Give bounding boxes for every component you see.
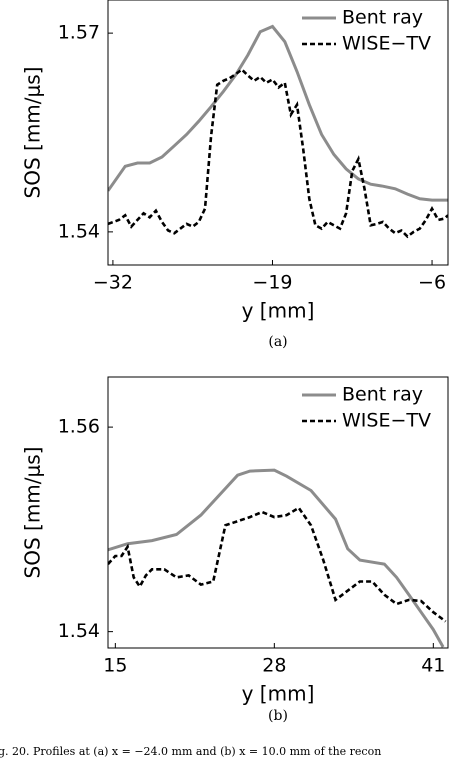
data-line <box>108 24 448 202</box>
x-tick-label: −19 <box>252 272 292 294</box>
x-tick-label: −32 <box>93 272 133 294</box>
x-tick-label: −6 <box>418 272 446 294</box>
y-tick-label: 1.54 <box>58 220 100 242</box>
x-tick-label: 28 <box>262 655 286 677</box>
y-axis-label: SOS [mm/μs] <box>21 67 45 199</box>
x-tick-label: 15 <box>103 655 127 677</box>
legend-label: Bent ray <box>342 384 423 406</box>
y-tick-label: 1.56 <box>58 416 100 438</box>
data-line <box>108 67 448 239</box>
caption: g. 20. Profiles at (a) x = −24.0 mm and … <box>0 745 381 758</box>
y-tick-label: 1.54 <box>58 620 100 642</box>
legend-label: WISE−TV <box>342 33 431 55</box>
data-line <box>108 506 447 623</box>
x-axis-label: y [mm] <box>242 299 315 323</box>
x-axis-label: y [mm] <box>242 682 315 706</box>
x-tick-label: 41 <box>421 655 445 677</box>
plot-frame <box>107 0 449 266</box>
y-axis-label: SOS [mm/μs] <box>21 447 45 579</box>
data-line <box>108 468 445 648</box>
y-tick-label: 1.57 <box>58 22 100 44</box>
panel-label: (a) <box>268 334 287 350</box>
panel-label: (b) <box>268 708 288 724</box>
plot-frame <box>107 376 449 649</box>
legend-label: Bent ray <box>342 7 423 29</box>
legend-label: WISE−TV <box>342 410 431 432</box>
